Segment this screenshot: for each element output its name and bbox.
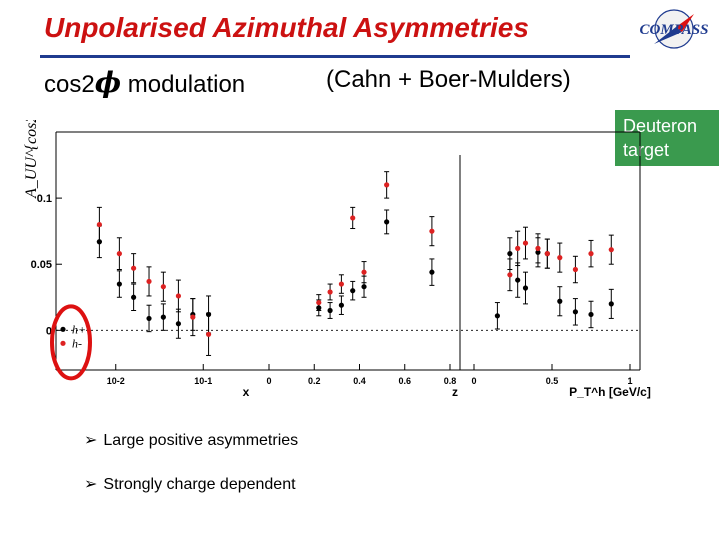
data-point-hminus <box>205 331 212 337</box>
legend-marker-hminus <box>60 340 66 346</box>
compass-logo: COMPASS <box>640 9 709 49</box>
subtitle-modulation: cos2ϕ modulation <box>44 66 245 99</box>
x-tick-label: 0.4 <box>353 376 366 386</box>
data-point-hminus <box>384 182 390 188</box>
data-point-hminus <box>131 265 137 271</box>
x-axis-label: P_T^h [GeV/c] <box>569 385 651 399</box>
data-point-hplus <box>160 314 166 320</box>
asymmetry-chart: 0 0.05 0.1A_UU^{cos2φ_h} 10-2 10-1 x 0 0.2 0.4 0.… <box>23 120 651 399</box>
bullet-item: ➢ Strongly charge dependent <box>84 474 298 494</box>
arrow-bullet-icon: ➢ <box>84 474 98 493</box>
data-point-hplus <box>361 284 367 290</box>
subtitle-mechanism: (Cahn + Boer-Mulders) <box>326 66 571 93</box>
target-badge: Deuteron target <box>615 110 719 166</box>
data-point-hminus <box>608 247 614 253</box>
data-point-hplus <box>494 313 500 319</box>
data-point-hminus <box>361 269 367 275</box>
data-point-hminus <box>515 245 521 251</box>
slide-title: Unpolarised Azimuthal Asymmetries <box>44 12 529 43</box>
data-point-hminus <box>96 221 102 228</box>
data-point-hminus <box>327 289 333 295</box>
data-point-hminus <box>160 284 166 290</box>
x-tick-label: 10-1 <box>194 376 212 386</box>
x-tick-label: 0.6 <box>398 376 411 386</box>
data-point-hminus <box>316 299 322 306</box>
legend-label-hminus: h- <box>72 336 82 350</box>
data-point-hplus <box>384 219 390 225</box>
data-point-hplus <box>338 302 344 308</box>
logo-text: COMPASS <box>640 22 709 38</box>
phi-symbol: ϕ <box>94 66 122 99</box>
x-tick-label: 1 <box>627 376 632 386</box>
x-axis-label: z <box>452 385 458 399</box>
data-point-hplus <box>572 309 579 315</box>
arrow-bullet-icon: ➢ <box>84 430 98 449</box>
data-point-hminus <box>190 314 196 320</box>
data-point-hminus <box>588 251 594 257</box>
data-point-hminus <box>507 272 513 278</box>
y-tick-label: 0.1 <box>37 193 52 205</box>
data-point-hminus <box>146 278 152 285</box>
bullet-text: Strongly charge dependent <box>103 476 296 493</box>
data-point-hminus <box>522 240 529 246</box>
data-point-hplus <box>327 307 333 314</box>
data-point-hplus <box>588 311 594 318</box>
x-tick-label: 0.2 <box>308 376 321 386</box>
data-point-hminus <box>572 266 579 273</box>
bullet-item: ➢ Large positive asymmetries <box>84 430 298 450</box>
data-point-hminus <box>557 255 563 261</box>
bullet-list: ➢ Large positive asymmetries ➢ Strongly ch… <box>84 430 298 518</box>
data-point-hminus <box>544 251 550 257</box>
data-point-hminus <box>338 281 344 287</box>
data-point-hminus <box>350 215 356 221</box>
x-tick-label: 0.5 <box>546 376 559 386</box>
bullet-text: Large positive asymmetries <box>103 432 299 449</box>
data-point-hplus <box>522 285 529 291</box>
data-point-hminus <box>535 245 541 251</box>
compass-needle-icon <box>654 27 682 44</box>
data-point-hplus <box>350 288 356 294</box>
x-axis-label: x <box>243 385 250 399</box>
legend-highlight-circle <box>50 304 92 381</box>
x-tick-label: 10-2 <box>107 376 125 386</box>
legend-marker-hplus <box>60 326 66 332</box>
x-tick-label: 0 <box>471 376 476 386</box>
subtitle-prefix: cos2 <box>44 71 95 98</box>
subtitle-mid: modulation <box>121 71 246 98</box>
y-tick-label: 0 <box>46 325 52 337</box>
y-tick-label: 0.05 <box>31 259 52 271</box>
data-point-hplus <box>131 294 137 300</box>
data-point-hminus <box>175 293 182 299</box>
data-point-hplus <box>116 281 122 287</box>
data-point-hplus <box>175 321 182 327</box>
title-underline <box>40 55 630 58</box>
data-point-hplus <box>146 315 152 322</box>
data-point-hplus <box>429 269 435 275</box>
data-point-hminus <box>116 251 122 257</box>
data-point-hplus <box>507 251 513 257</box>
data-point-hplus <box>557 298 563 304</box>
y-axis-label: A_UU^{cos2φ_h} <box>23 120 40 199</box>
data-point-hplus <box>608 301 614 307</box>
data-point-hminus <box>429 228 435 234</box>
x-tick-label: 0.8 <box>444 376 457 386</box>
data-point-hplus <box>515 277 521 283</box>
x-tick-label: 0 <box>266 376 271 386</box>
legend-label-hplus: h+ <box>72 322 86 336</box>
